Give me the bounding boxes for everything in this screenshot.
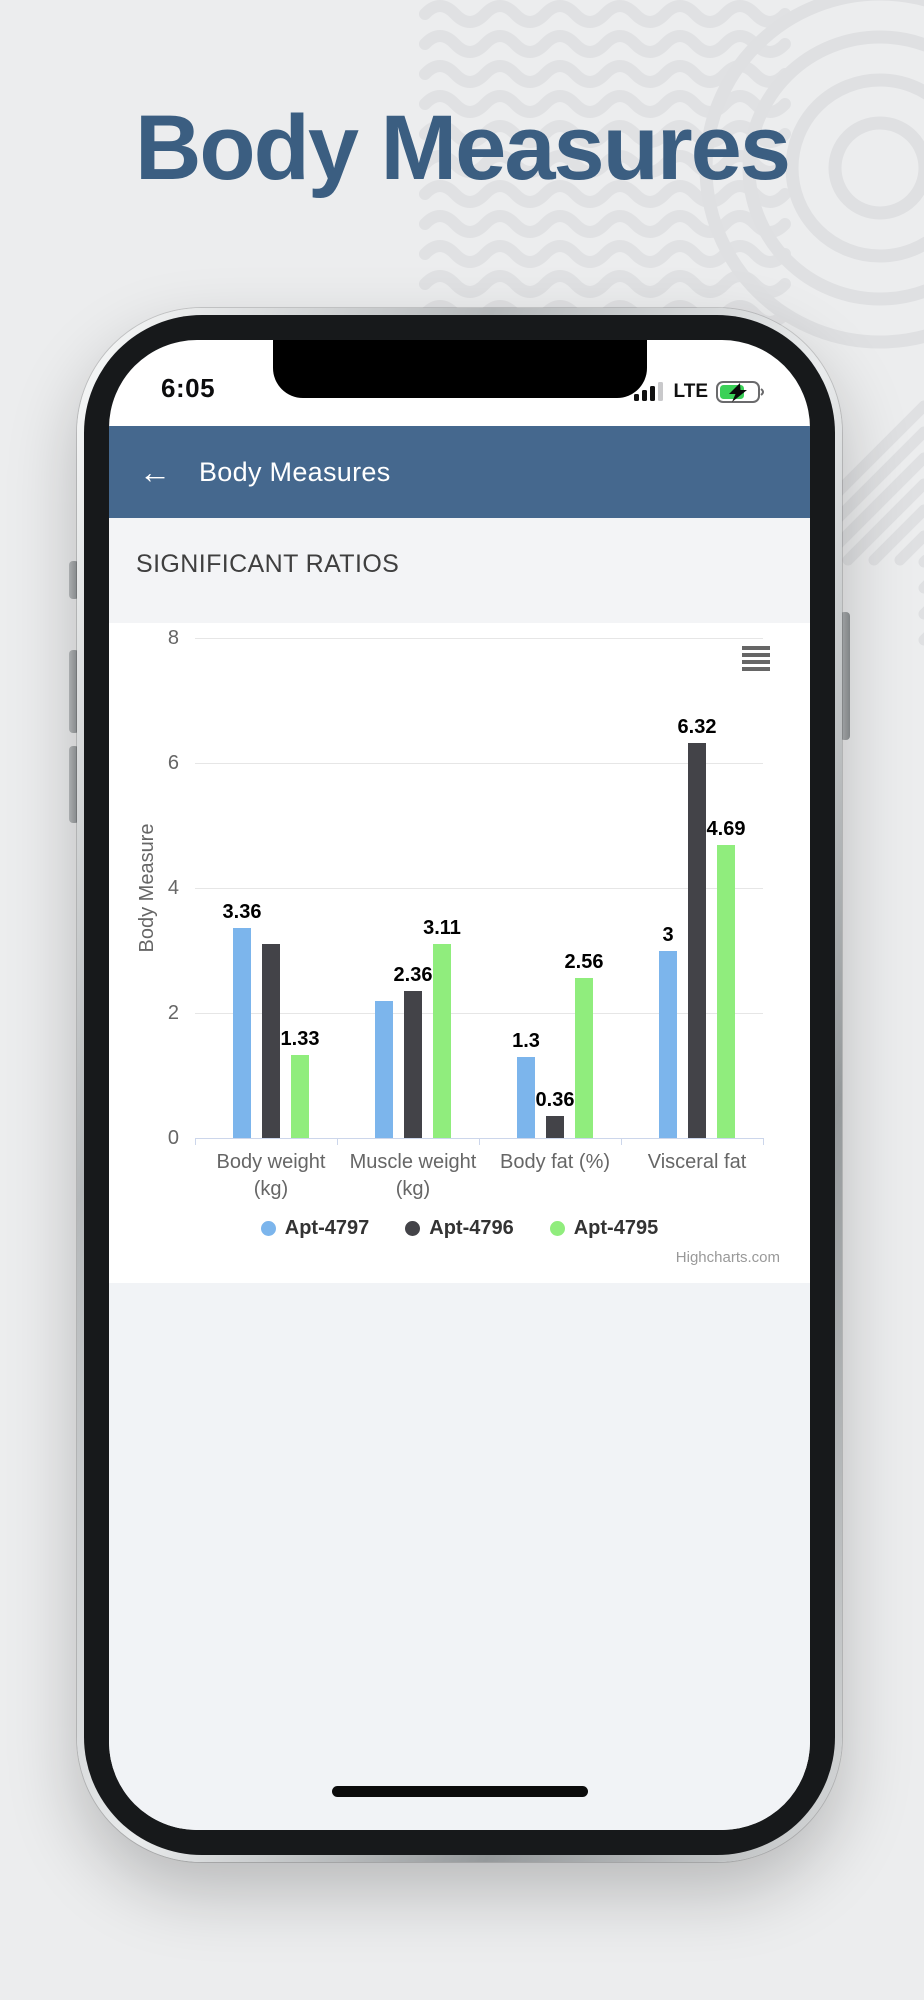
x-axis-tick bbox=[621, 1138, 622, 1145]
bar-Apt-4796-Visceral fat[interactable] bbox=[688, 743, 706, 1138]
x-category-label: Body weight (kg) bbox=[216, 1151, 326, 1200]
bar-value-label: 3.36 bbox=[222, 901, 262, 923]
bar-Apt-4797-Body fat (%)[interactable] bbox=[517, 1056, 535, 1138]
bar-value-label: 2.56 bbox=[564, 951, 604, 973]
gridline bbox=[195, 1013, 763, 1014]
chart-legend: Apt-4797 Apt-4796 Apt-4795 bbox=[109, 1217, 810, 1240]
status-time: 6:05 bbox=[161, 373, 216, 403]
y-tick-label: 8 bbox=[167, 627, 179, 649]
power-button[interactable] bbox=[840, 612, 850, 740]
back-arrow-icon[interactable]: ← bbox=[139, 454, 171, 490]
x-axis-tick bbox=[337, 1138, 338, 1145]
legend-marker-icon bbox=[405, 1221, 421, 1236]
chart-card: Body Measure Highcharts.com 0 2 4 6 8 3.36 1.3… bbox=[109, 623, 810, 1283]
bar-Apt-4795-Body weight (kg)[interactable] bbox=[291, 1054, 309, 1138]
bar-Apt-4795-Muscle weight (kg)[interactable] bbox=[433, 943, 451, 1138]
bar-value-label: 4.69 bbox=[706, 817, 746, 840]
status-icons: LTE bbox=[633, 380, 766, 404]
y-tick-label: 4 bbox=[167, 877, 179, 899]
legend-item-Apt-4796[interactable]: Apt-4796 bbox=[405, 1217, 514, 1240]
bar-Apt-4796-Body fat (%)[interactable] bbox=[546, 1115, 564, 1138]
legend-label: Apt-4797 bbox=[284, 1217, 370, 1239]
content-background bbox=[109, 1283, 810, 1830]
mute-switch[interactable] bbox=[69, 561, 79, 599]
bar-Apt-4795-Visceral fat[interactable] bbox=[717, 844, 735, 1138]
legend-item-Apt-4797[interactable]: Apt-4797 bbox=[260, 1217, 370, 1240]
page-title: Body Measures bbox=[134, 97, 791, 199]
bar-Apt-4797-Body weight (kg)[interactable] bbox=[233, 928, 251, 1138]
bar-value-label: 3.11 bbox=[423, 916, 461, 939]
notch bbox=[272, 340, 647, 398]
spiral-pattern bbox=[699, 0, 924, 349]
x-category-label: Muscle weight (kg) bbox=[349, 1151, 477, 1200]
bar-value-label: 1.3 bbox=[512, 1029, 540, 1052]
home-indicator[interactable] bbox=[331, 1786, 588, 1797]
x-axis-tick bbox=[763, 1138, 764, 1145]
nav-title: Body Measures bbox=[199, 456, 391, 487]
signal-strength-icon bbox=[633, 382, 663, 401]
y-tick-label: 0 bbox=[167, 1127, 179, 1149]
legend-marker-icon bbox=[549, 1221, 565, 1236]
battery-charging-icon bbox=[716, 381, 764, 403]
legend-item-Apt-4795[interactable]: Apt-4795 bbox=[549, 1217, 659, 1240]
gridline bbox=[195, 638, 763, 639]
network-type-label: LTE bbox=[673, 381, 708, 402]
x-category-label: Body fat (%) bbox=[499, 1151, 611, 1173]
bar-value-label: 3 bbox=[662, 923, 674, 946]
phone-mockup: 6:05 LTE bbox=[77, 308, 842, 1862]
status-bar: 6:05 LTE bbox=[109, 340, 810, 426]
bar-Apt-4797-Muscle weight (kg)[interactable] bbox=[375, 1000, 393, 1138]
bar-value-label: 2.36 bbox=[393, 963, 433, 986]
phone-screen: 6:05 LTE bbox=[109, 340, 810, 1830]
volume-down-button[interactable] bbox=[69, 746, 79, 823]
bar-value-label: 0.36 bbox=[535, 1088, 575, 1111]
x-category-label: Visceral fat bbox=[647, 1151, 747, 1173]
section-heading: SIGNIFICANT RATIOS bbox=[136, 550, 400, 578]
x-axis-tick bbox=[479, 1138, 480, 1145]
y-tick-label: 6 bbox=[167, 752, 179, 774]
bar-Apt-4796-Muscle weight (kg)[interactable] bbox=[404, 990, 422, 1138]
legend-marker-icon bbox=[260, 1221, 276, 1236]
highcharts-credit[interactable]: Highcharts.com bbox=[675, 1249, 780, 1266]
bar-value-label: 6.32 bbox=[677, 716, 717, 738]
gridline bbox=[195, 763, 763, 764]
legend-label: Apt-4796 bbox=[429, 1217, 514, 1239]
bar-Apt-4795-Body fat (%)[interactable] bbox=[575, 978, 593, 1138]
bar-value-label: 1.33 bbox=[280, 1027, 320, 1050]
y-tick-label: 2 bbox=[167, 1002, 179, 1024]
section-strip: SIGNIFICANT RATIOS bbox=[109, 518, 810, 623]
x-axis-tick bbox=[195, 1138, 196, 1145]
gridline bbox=[195, 888, 763, 889]
bar-Apt-4797-Visceral fat[interactable] bbox=[659, 950, 677, 1138]
nav-bar: ← Body Measures bbox=[109, 426, 810, 518]
volume-up-button[interactable] bbox=[69, 650, 79, 733]
bar-Apt-4796-Body weight (kg)[interactable] bbox=[262, 944, 280, 1138]
context-menu-icon[interactable] bbox=[742, 646, 770, 674]
legend-label: Apt-4795 bbox=[573, 1217, 659, 1239]
